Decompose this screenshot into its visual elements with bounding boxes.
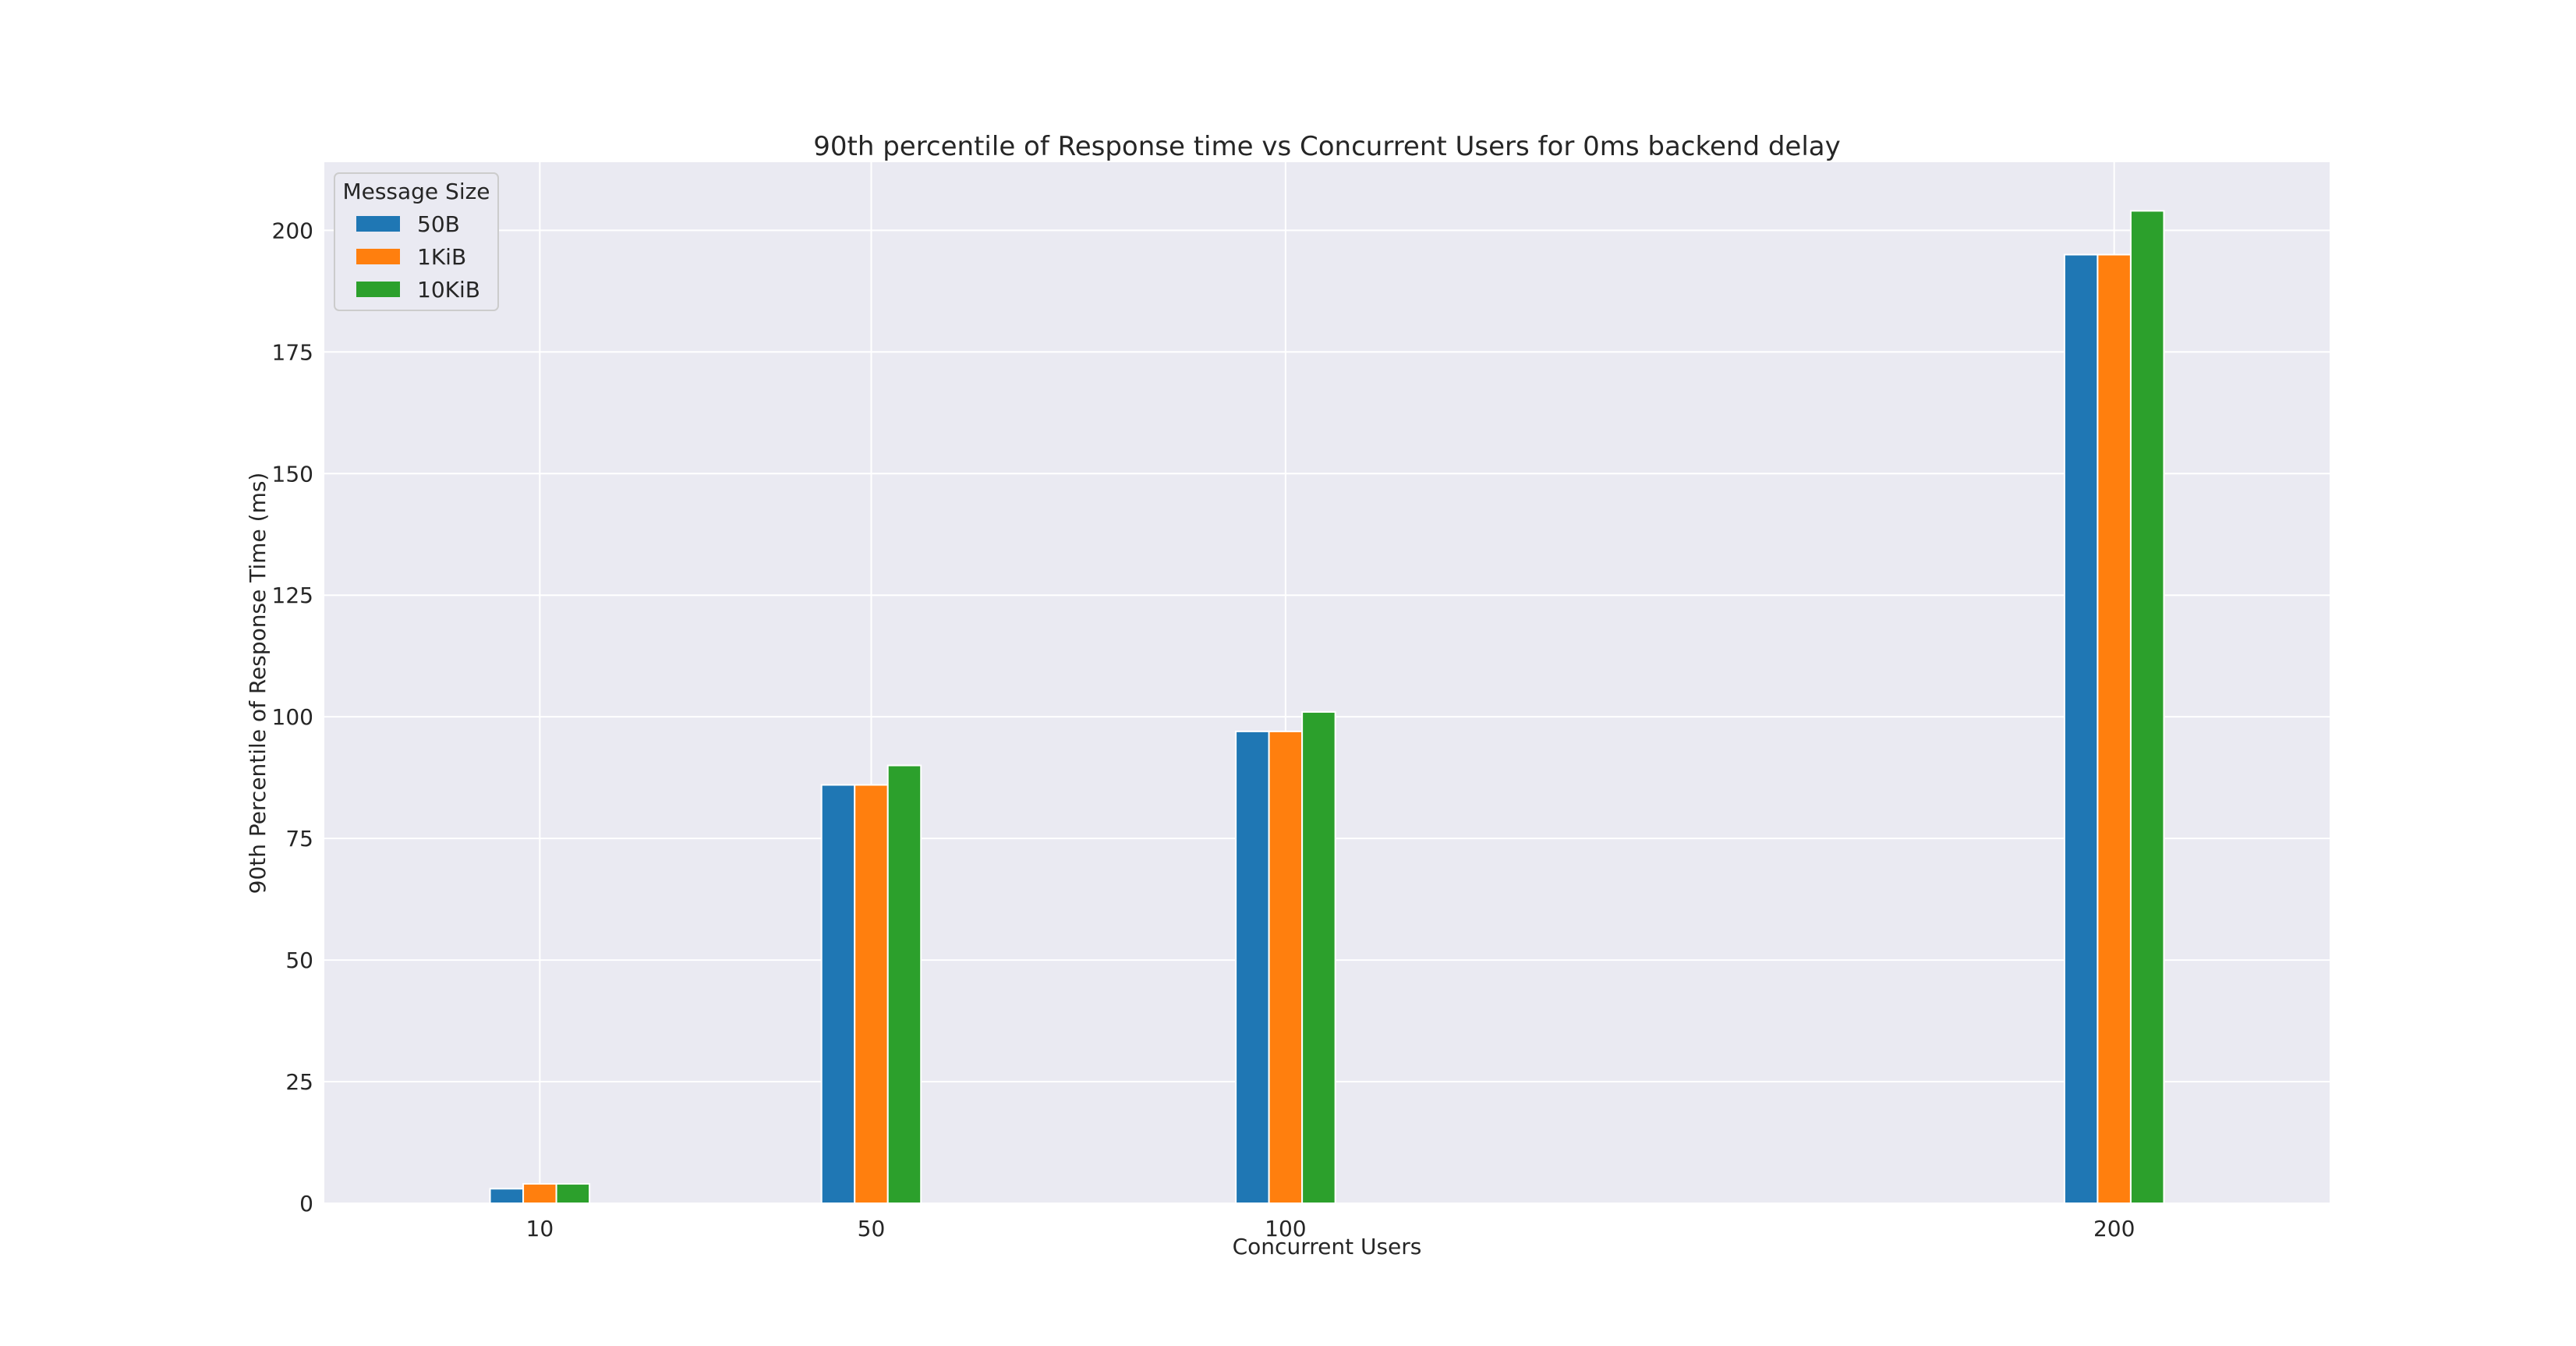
y-tick-label: 50 [285, 948, 313, 973]
bars [489, 210, 2165, 1205]
y-tick-label: 200 [272, 218, 313, 243]
legend-label-50b: 50B [417, 211, 460, 237]
bar-50b-10 [489, 1188, 525, 1204]
y-axis-ticks: 0 25 50 75 100 125 150 175 200 [272, 218, 313, 1217]
bar-1kib-100 [1268, 730, 1304, 1204]
y-tick-label: 75 [285, 826, 313, 852]
y-tick-label: 100 [272, 704, 313, 730]
x-tick-label: 100 [1265, 1216, 1306, 1242]
x-axis-label: Concurrent Users [1233, 1234, 1422, 1259]
bar-50b-50 [820, 784, 856, 1204]
bar-10kib-200 [2129, 210, 2165, 1204]
x-tick-label: 200 [2093, 1216, 2135, 1242]
y-tick-label: 175 [272, 339, 313, 365]
legend: Message Size 50B 1KiB 10KiB [334, 172, 499, 311]
legend-title: Message Size [342, 179, 490, 204]
x-axis-ticks: 10 50 100 200 [526, 1216, 2135, 1242]
bar-10kib-50 [886, 764, 922, 1204]
legend-label-10kib: 10KiB [417, 277, 480, 303]
x-tick-label: 50 [858, 1216, 886, 1242]
legend-label-1kib: 1KiB [417, 244, 466, 270]
bar-50b-200 [2063, 253, 2099, 1204]
legend-swatch-50b [356, 216, 400, 232]
legend-swatch-1kib [356, 249, 400, 264]
x-tick-label: 10 [526, 1216, 554, 1242]
y-axis-label: 90th Percentile of Response Time (ms) [245, 473, 271, 894]
bar-1kib-200 [2097, 253, 2132, 1204]
legend-swatch-10kib [356, 282, 400, 297]
y-tick-label: 0 [299, 1191, 313, 1217]
y-tick-label: 125 [272, 583, 313, 608]
bar-10kib-100 [1301, 710, 1336, 1204]
chart-title: 90th percentile of Response time vs Conc… [813, 131, 1840, 162]
legend-items: 50B 1KiB 10KiB [356, 211, 480, 303]
y-tick-label: 25 [285, 1069, 313, 1095]
bar-1kib-50 [854, 784, 889, 1204]
bar-50b-100 [1235, 730, 1270, 1204]
legend-frame [334, 172, 499, 311]
bar-1kib-10 [522, 1183, 557, 1205]
y-tick-label: 150 [272, 461, 313, 487]
bar-10kib-10 [555, 1183, 591, 1205]
